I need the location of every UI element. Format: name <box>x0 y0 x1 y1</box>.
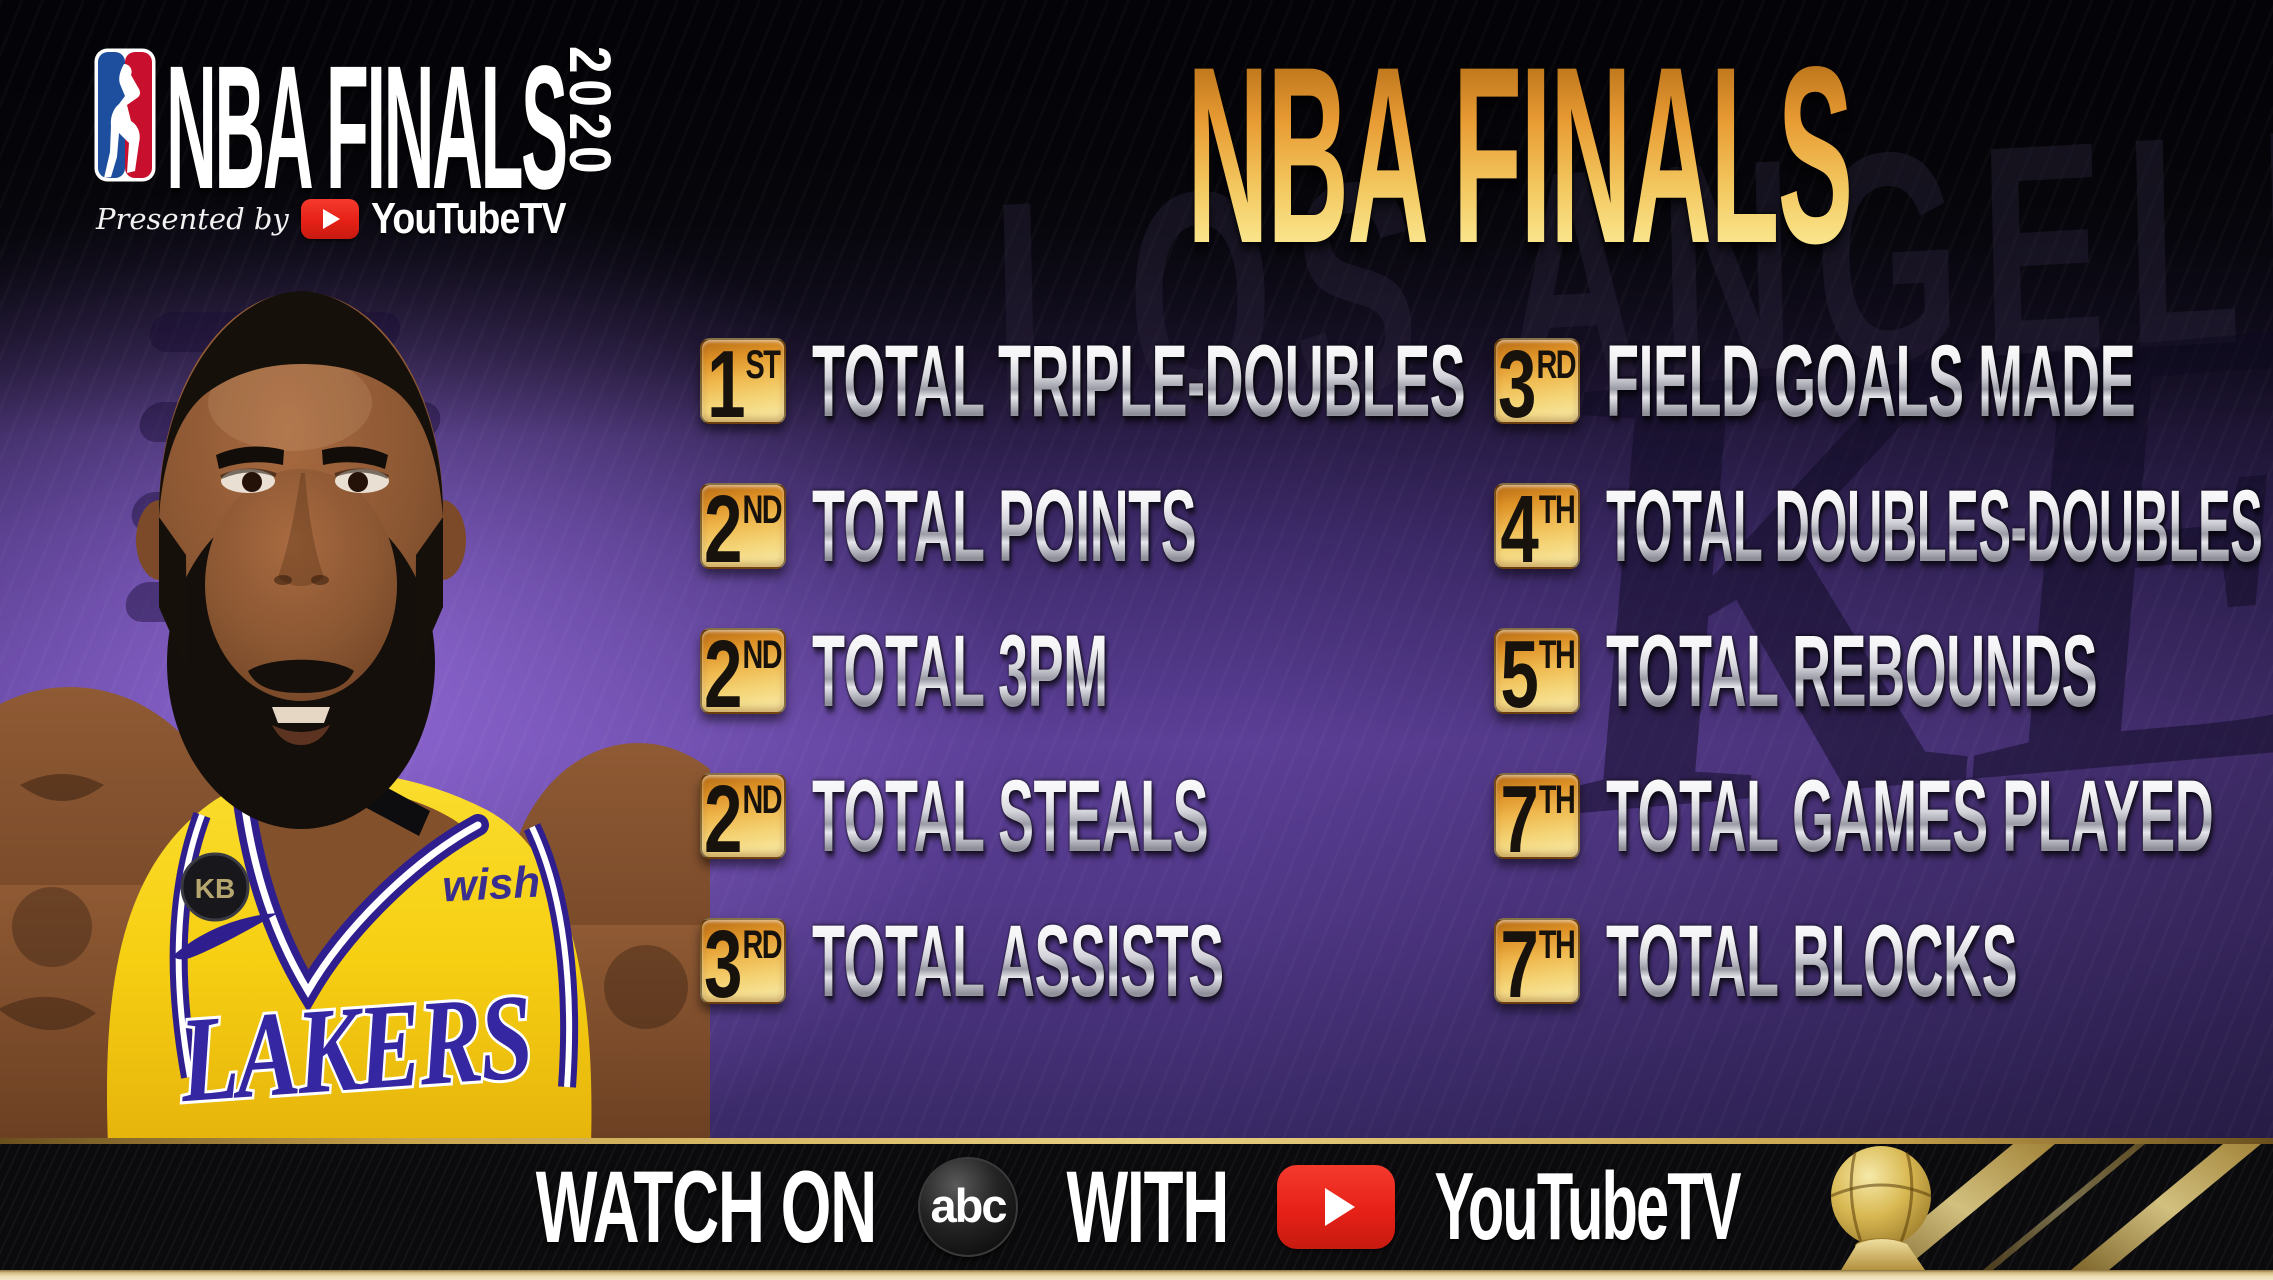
nba-logo-icon <box>94 48 156 182</box>
sponsor-wordmark: YouTubeTV <box>1434 1153 1741 1260</box>
milestone-label: TOTAL BLOCKS <box>1606 904 2018 1018</box>
abc-logo-text: abc <box>930 1178 1008 1232</box>
milestone-label: TOTAL 3PM <box>812 614 1108 728</box>
play-triangle-icon <box>323 209 341 229</box>
milestone-label: TOTAL TRIPLE-DOUBLES <box>812 324 1466 438</box>
rank-badge: 3 RD <box>700 918 786 1004</box>
rank-number: 5 <box>1500 628 1539 714</box>
finals-year: 2020 <box>557 46 622 180</box>
rank-suffix: TH <box>1538 488 1575 532</box>
rank-number: 2 <box>704 773 743 859</box>
kb-memorial-patch <box>180 852 250 922</box>
rank-suffix: ND <box>742 633 783 677</box>
milestone-row: 1 ST TOTAL TRIPLE-DOUBLES <box>700 330 2044 432</box>
rank-number: 3 <box>704 918 743 1004</box>
milestone-row: 3 RD TOTAL ASSISTS <box>700 910 2044 1012</box>
rank-number: 7 <box>1500 773 1539 859</box>
lebron-portrait: KB wish LAKERS <box>0 291 710 1145</box>
milestone-label: TOTAL POINTS <box>812 469 1197 583</box>
rank-badge: 7 TH <box>1494 773 1580 859</box>
gold-stripes <box>1861 1144 2261 1270</box>
milestones-right-column: 3 RD FIELD GOALS MADE 4 TH TOTAL DOUBLES-D… <box>1494 330 2273 1012</box>
milestone-label: TOTAL ASSISTS <box>812 904 1224 1018</box>
milestone-row: 2 ND TOTAL STEALS <box>700 765 2044 867</box>
trophy-icon <box>1830 1144 2261 1270</box>
nike-swoosh-icon <box>174 913 278 960</box>
milestone-label: FIELD GOALS MADE <box>1606 324 2136 438</box>
rank-number: 7 <box>1500 918 1539 1004</box>
team-wordmark: LAKERS <box>175 969 535 1128</box>
milestone-row: 5 TH TOTAL REBOUNDS <box>1494 620 2273 722</box>
milestone-label: TOTAL DOUBLES-DOUBLES <box>1606 469 2263 583</box>
watch-bar-content: WATCH ON abc WITH YouTubeTV <box>0 1144 2273 1270</box>
milestone-row: 4 TH TOTAL DOUBLES-DOUBLES <box>1494 475 2273 577</box>
presenting-sponsor-wordmark: YouTubeTV <box>370 194 566 243</box>
rank-suffix: RD <box>742 923 783 967</box>
mustache <box>248 659 354 693</box>
rank-badge: 3 RD <box>1494 338 1580 424</box>
rank-badge: 7 TH <box>1494 918 1580 1004</box>
armhole-trim-left-white <box>175 813 205 1078</box>
rank-badge: 4 TH <box>1494 483 1580 569</box>
play-triangle-icon <box>1324 1188 1355 1226</box>
armhole-trim-right-white <box>529 825 573 1088</box>
presented-by-label: Presented by <box>96 202 289 236</box>
watch-on-label: WATCH ON <box>535 1150 878 1264</box>
teeth <box>272 707 330 723</box>
rank-suffix: ND <box>742 778 783 822</box>
rank-number: 3 <box>1498 338 1537 424</box>
rank-suffix: TH <box>1538 778 1575 822</box>
rank-number: 1 <box>706 338 746 424</box>
head <box>136 291 466 829</box>
bottom-gold-strip <box>0 1270 2273 1280</box>
rank-suffix: ND <box>742 488 783 532</box>
milestone-row: 2 ND TOTAL 3PM <box>700 620 2044 722</box>
larry-obrien-trophy <box>1830 1146 1932 1270</box>
right-brow <box>322 446 388 469</box>
watch-bar: WATCH ON abc WITH YouTubeTV <box>0 1138 2273 1270</box>
milestones-left-column: 1 ST TOTAL TRIPLE-DOUBLES 2 ND TOTAL POINT… <box>700 330 2044 1012</box>
kb-patch-label: KB <box>195 873 235 904</box>
nose <box>278 473 324 586</box>
rank-suffix: ST <box>745 343 780 387</box>
milestone-row: 7 TH TOTAL GAMES PLAYED <box>1494 765 2273 867</box>
rank-number: 2 <box>704 628 743 714</box>
abc-network-logo: abc <box>918 1157 1018 1257</box>
finals-wordmark: NBA FINALS <box>166 30 568 226</box>
milestone-row: 2 ND TOTAL POINTS <box>700 475 2044 577</box>
neckline-trim-white <box>238 781 482 998</box>
youtube-play-icon <box>300 199 359 239</box>
rank-suffix: TH <box>1538 633 1575 677</box>
rank-number: 2 <box>704 483 743 569</box>
rank-number: 4 <box>1500 483 1539 569</box>
milestone-label: TOTAL GAMES PLAYED <box>1606 759 2214 873</box>
milestone-row: 3 RD FIELD GOALS MADE <box>1494 330 2273 432</box>
rank-badge: 2 ND <box>700 628 786 714</box>
milestone-row: 7 TH TOTAL BLOCKS <box>1494 910 2273 1012</box>
with-label: WITH <box>1066 1150 1230 1264</box>
rank-badge: 2 ND <box>700 483 786 569</box>
jersey-sponsor-wordmark: wish <box>441 857 541 911</box>
presented-by-row: Presented by YouTubeTV <box>96 194 600 244</box>
youtube-play-icon <box>1277 1165 1395 1249</box>
left-brow <box>216 446 284 469</box>
rank-badge: 5 TH <box>1494 628 1580 714</box>
milestone-label: TOTAL STEALS <box>812 759 1209 873</box>
rank-badge: 2 ND <box>700 773 786 859</box>
lower-lip <box>272 725 330 745</box>
rank-suffix: TH <box>1538 923 1575 967</box>
hair <box>158 291 444 517</box>
page-title: NBA FINALS MILESTONES <box>1187 15 2273 296</box>
milestone-label: TOTAL REBOUNDS <box>1606 614 2098 728</box>
rank-badge: 1 ST <box>700 338 786 424</box>
rank-suffix: RD <box>1536 343 1577 387</box>
